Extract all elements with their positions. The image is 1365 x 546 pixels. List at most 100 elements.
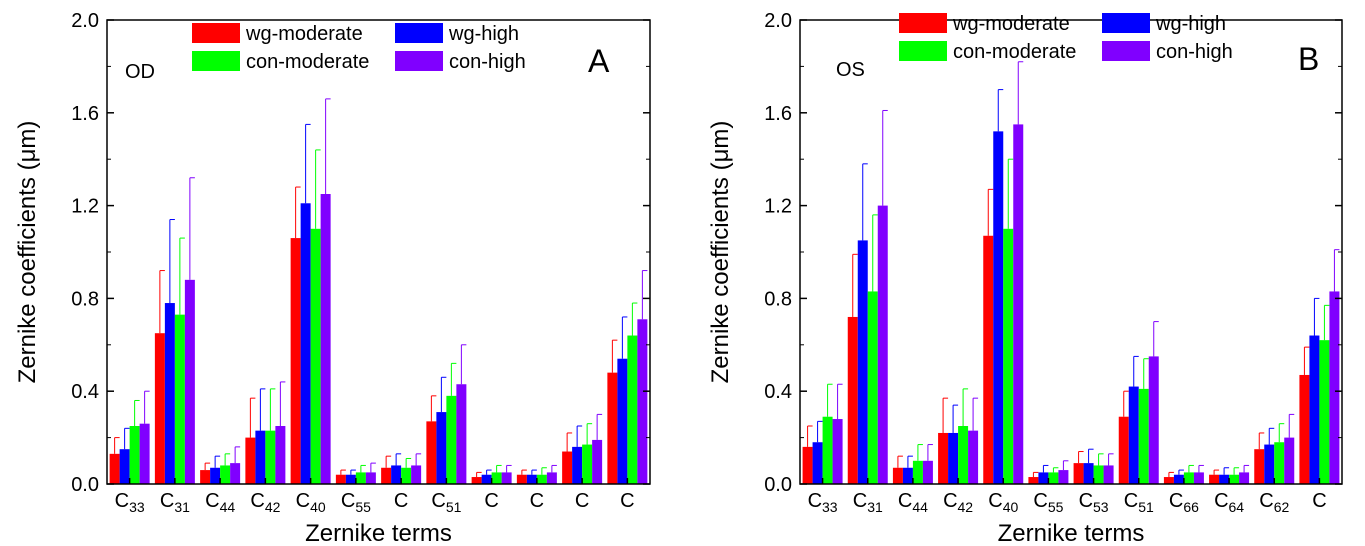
- bar-con-high-11: [637, 319, 648, 484]
- bar-wg-high-9: [526, 474, 537, 484]
- bar-con-high-2: [230, 463, 241, 484]
- x-tick-label: C44: [898, 490, 928, 515]
- bar-con-high-6: [411, 465, 422, 484]
- bar-con-moderate-3: [958, 426, 969, 484]
- x-tick-label: C31: [853, 490, 883, 515]
- bar-wg-moderate-4: [290, 238, 301, 484]
- x-tick-label: C64: [1214, 490, 1244, 515]
- bar-wg-high-7: [436, 412, 447, 484]
- y-axis-label: Zernike coefficients (μm): [14, 121, 41, 384]
- bar-wg-high-10: [1264, 444, 1275, 484]
- bar-con-moderate-0: [129, 426, 140, 484]
- x-tick-label: C44: [205, 490, 235, 515]
- bar-con-high-4: [320, 194, 331, 484]
- bar-con-high-9: [546, 472, 557, 484]
- x-tick-label: C51: [431, 490, 461, 515]
- bar-con-high-0: [832, 419, 843, 484]
- bar-con-moderate-10: [1274, 442, 1285, 484]
- x-axis-label: Zernike terms: [305, 520, 452, 546]
- legend-swatch-con-moderate: [192, 51, 240, 71]
- bar-con-moderate-4: [1003, 228, 1014, 484]
- bar-wg-high-2: [902, 467, 913, 484]
- bar-con-moderate-9: [1229, 474, 1240, 484]
- bar-wg-high-11: [617, 358, 628, 484]
- x-tick-label: C: [530, 490, 544, 512]
- x-tick-label: C66: [1169, 490, 1199, 515]
- legend-swatch-wg-high: [1102, 13, 1150, 33]
- bar-wg-high-3: [948, 432, 959, 484]
- y-tick-label: 2.0: [764, 10, 792, 32]
- y-tick-label: 2.0: [71, 10, 99, 32]
- x-tick-label: C: [575, 490, 589, 512]
- legend-label-wg-high: wg-high: [1155, 13, 1226, 35]
- bar-wg-moderate-6: [381, 467, 392, 484]
- bar-con-high-11: [1329, 291, 1340, 484]
- panel-letter: A: [588, 43, 610, 79]
- bar-con-high-1: [877, 205, 888, 484]
- bar-wg-high-9: [1219, 474, 1230, 484]
- bar-wg-high-7: [1128, 386, 1139, 484]
- bar-con-moderate-11: [627, 335, 638, 484]
- bar-con-moderate-4: [310, 228, 321, 484]
- bar-wg-moderate-10: [562, 451, 573, 484]
- chart-panel-B: 0.0 0.4 0.8 1.2 1.6 2.0 C33 C31 C44 C42 C40 C55 C53 C…: [707, 10, 1343, 546]
- x-axis-label: Zernike terms: [998, 520, 1145, 546]
- bar-wg-moderate-11: [607, 372, 618, 484]
- legend-label-con-high: con-high: [449, 51, 526, 73]
- bar-wg-moderate-3: [938, 432, 949, 484]
- chart-panel-A: 0.0 0.4 0.8 1.2 1.6 2.0 C33 C31 C44 C42 C40 C55 C C51…: [14, 10, 651, 546]
- x-tick-label: C42: [250, 490, 280, 515]
- bar-wg-high-5: [345, 474, 356, 484]
- bar-con-moderate-6: [1093, 465, 1104, 484]
- legend-label-con-moderate: con-moderate: [246, 51, 369, 73]
- bar-wg-moderate-8: [1163, 477, 1174, 484]
- panel-letter: B: [1298, 41, 1319, 77]
- x-tick-label: C33: [808, 490, 838, 515]
- bar-wg-moderate-7: [1118, 416, 1129, 484]
- legend-label-wg-moderate: wg-moderate: [952, 13, 1070, 35]
- legend-swatch-wg-moderate: [192, 23, 240, 43]
- bar-wg-moderate-8: [471, 477, 482, 484]
- x-tick-label: C62: [1259, 490, 1289, 515]
- bar-con-high-10: [1284, 437, 1295, 484]
- y-tick-label: 0.0: [764, 474, 792, 496]
- bar-con-moderate-0: [822, 416, 833, 484]
- bar-con-high-8: [1193, 472, 1204, 484]
- x-tick-label: C: [1312, 490, 1326, 512]
- bar-wg-moderate-9: [516, 474, 527, 484]
- x-tick-label: C55: [341, 490, 371, 515]
- x-tick-label: C31: [160, 490, 190, 515]
- bar-con-moderate-8: [491, 472, 502, 484]
- bar-con-moderate-3: [265, 430, 276, 484]
- bar-wg-high-10: [572, 446, 583, 484]
- x-tick-label: C55: [1033, 490, 1063, 515]
- bar-wg-high-4: [993, 131, 1004, 485]
- x-tick-label: C: [484, 490, 498, 512]
- bar-wg-moderate-10: [1254, 449, 1265, 484]
- eye-label: OS: [836, 59, 865, 81]
- bar-wg-moderate-7: [426, 421, 437, 484]
- bar-con-high-7: [456, 384, 467, 484]
- bar-wg-high-6: [391, 465, 402, 484]
- bar-con-moderate-2: [912, 460, 923, 484]
- bar-wg-moderate-3: [245, 437, 256, 484]
- legend: wg-moderate wg-high con-moderate con-high: [899, 13, 1233, 63]
- bar-wg-high-0: [812, 442, 823, 484]
- bar-con-high-8: [501, 472, 512, 484]
- bar-wg-moderate-4: [983, 235, 994, 484]
- bar-wg-high-0: [119, 449, 130, 484]
- bar-con-moderate-7: [446, 395, 457, 484]
- bar-con-high-3: [275, 426, 286, 484]
- bar-wg-high-2: [210, 467, 221, 484]
- bar-con-high-3: [968, 430, 979, 484]
- y-tick-label: 1.2: [764, 196, 792, 218]
- legend-swatch-con-high: [1102, 41, 1150, 61]
- y-tick-label: 0.0: [71, 474, 99, 496]
- x-tick-label: C40: [988, 490, 1018, 515]
- bar-wg-moderate-2: [200, 470, 211, 484]
- legend-swatch-con-moderate: [899, 41, 947, 61]
- bar-wg-moderate-0: [802, 446, 813, 484]
- bar-con-high-9: [1239, 472, 1250, 484]
- bar-wg-high-8: [1173, 474, 1184, 484]
